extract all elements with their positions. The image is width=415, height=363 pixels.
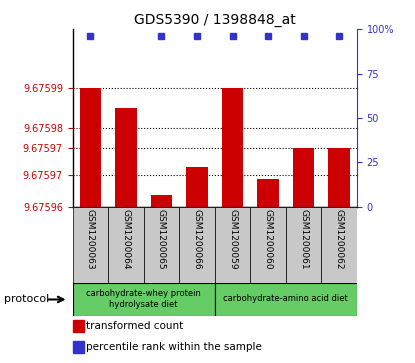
Text: GSM1200062: GSM1200062: [334, 209, 344, 270]
Bar: [73, 340, 84, 353]
Bar: [80, 88, 101, 207]
Bar: [179, 207, 215, 283]
Text: GSM1200064: GSM1200064: [122, 209, 130, 270]
Bar: [186, 167, 208, 207]
Text: carbohydrate-amino acid diet: carbohydrate-amino acid diet: [223, 294, 348, 303]
Bar: [215, 207, 250, 283]
Bar: [144, 207, 179, 283]
Text: GSM1200059: GSM1200059: [228, 209, 237, 270]
Bar: [151, 195, 172, 207]
Bar: [73, 207, 108, 283]
Bar: [115, 108, 137, 207]
Bar: [222, 88, 243, 207]
Title: GDS5390 / 1398848_at: GDS5390 / 1398848_at: [134, 13, 295, 26]
Text: GSM1200061: GSM1200061: [299, 209, 308, 270]
Bar: [293, 148, 314, 207]
Bar: [329, 148, 350, 207]
Bar: [108, 207, 144, 283]
Bar: [73, 320, 84, 333]
Text: protocol: protocol: [4, 294, 49, 305]
Text: GSM1200063: GSM1200063: [86, 209, 95, 270]
Bar: [215, 283, 357, 316]
Text: GSM1200060: GSM1200060: [264, 209, 273, 270]
Text: GSM1200065: GSM1200065: [157, 209, 166, 270]
Bar: [250, 207, 286, 283]
Text: transformed count: transformed count: [86, 321, 183, 331]
Bar: [73, 283, 215, 316]
Bar: [257, 179, 279, 207]
Text: percentile rank within the sample: percentile rank within the sample: [86, 342, 262, 352]
Text: carbohydrate-whey protein
hydrolysate diet: carbohydrate-whey protein hydrolysate di…: [86, 289, 201, 309]
Bar: [286, 207, 321, 283]
Bar: [321, 207, 357, 283]
Text: GSM1200066: GSM1200066: [193, 209, 202, 270]
